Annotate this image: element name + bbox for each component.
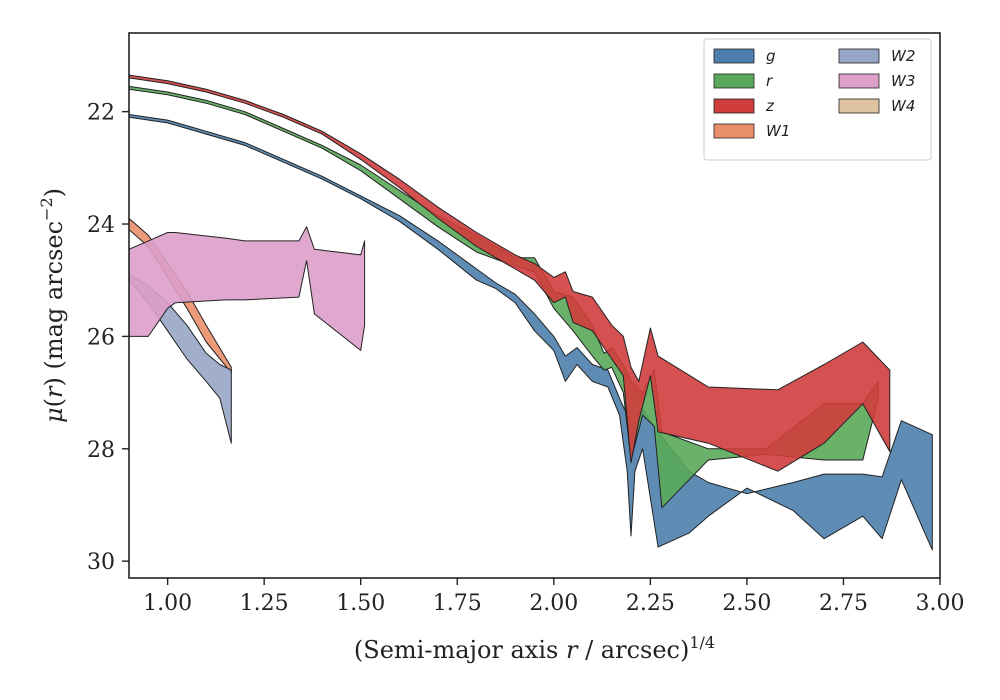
legend-item-z: z [713,97,775,115]
y-axis: 22 24 26 28 30 [87,101,129,575]
legend-swatch [713,48,755,64]
legend-swatch [713,123,755,139]
x-tick-label: 1.75 [433,591,482,616]
x-axis: 1.00 1.25 1.50 1.75 2.00 2.25 2.50 2.75 3.00 [143,578,964,616]
series-layer [129,74,933,551]
x-tick-label: 3.00 [916,591,965,616]
legend-swatch [838,73,880,89]
plot-frame [128,32,941,579]
y-tick-label: 24 [87,213,115,238]
legend-item-w2: W2 [838,47,915,65]
band-w3 [129,226,366,351]
x-tick-label: 2.50 [722,591,771,616]
legend-item-r: r [713,72,773,90]
x-tick-label: 1.00 [143,591,192,616]
y-tick-label: 26 [87,325,115,350]
legend-label: W4 [891,97,915,115]
band-g [129,114,933,551]
legend-label: W3 [891,72,915,90]
x-axis-label: (Semi-major axis r / arcsec)1/4 [354,633,715,664]
legend-item-w3: W3 [838,72,915,90]
x-tick-label: 2.75 [819,591,868,616]
y-axis-label: μ(r) (mag arcsec−2) [37,188,68,423]
legend-swatch [713,73,755,89]
legend-swatch [838,48,880,64]
legend-label: W1 [766,122,790,140]
legend-item-g: g [713,47,776,65]
legend-box [703,38,932,161]
y-tick-label: 28 [87,438,115,463]
x-tick-label: 1.50 [336,591,385,616]
x-tick-label: 2.25 [626,591,675,616]
legend-swatch [713,98,755,114]
y-tick-label: 22 [87,101,115,126]
legend-label: g [766,47,776,65]
legend-item-w1: W1 [713,122,790,140]
y-tick-label: 30 [87,550,115,575]
legend-label: W2 [891,47,915,65]
legend-label: r [766,72,773,90]
legend: grz W1 W2 W3 W4 [703,38,932,161]
legend-item-w4: W4 [838,97,915,115]
legend-swatch [838,98,880,114]
band-z [129,74,891,472]
x-tick-label: 2.00 [529,591,578,616]
x-tick-label: 1.25 [240,591,289,616]
legend-label: z [765,97,775,115]
